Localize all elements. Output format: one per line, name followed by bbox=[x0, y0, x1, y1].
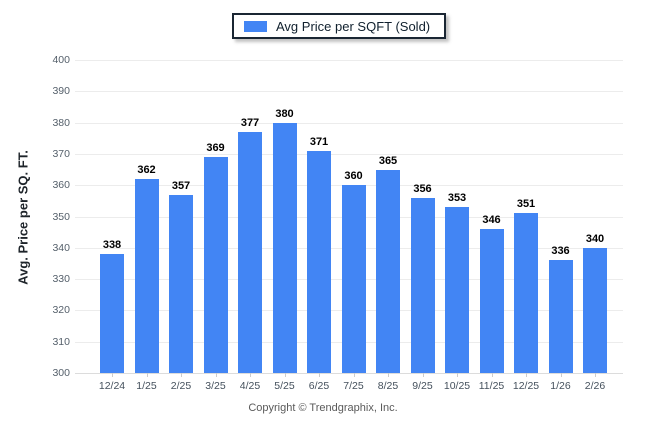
x-tick-label: 11/25 bbox=[478, 380, 505, 392]
x-tick-mark bbox=[560, 373, 562, 377]
legend-label: Avg Price per SQFT (Sold) bbox=[276, 18, 431, 34]
y-axis-title: Avg. Price per SQ. FT. bbox=[15, 150, 31, 285]
bar-9/25 bbox=[410, 197, 435, 373]
x-tick-label: 1/26 bbox=[550, 380, 571, 392]
x-tick-label: 9/25 bbox=[412, 380, 433, 392]
bar-value-label: 353 bbox=[447, 192, 467, 205]
chart-legend: Avg Price per SQFT (Sold) bbox=[232, 13, 447, 39]
bar-11/25 bbox=[479, 229, 504, 373]
bar-10/25 bbox=[445, 207, 469, 373]
bar-value-label: 362 bbox=[137, 163, 156, 176]
x-tick-label: 2/26 bbox=[584, 380, 606, 392]
bar-value-label: 377 bbox=[240, 116, 260, 129]
x-tick-label: 10/25 bbox=[443, 380, 471, 392]
x-tick-mark bbox=[457, 373, 458, 377]
x-tick-mark bbox=[595, 373, 596, 377]
x-tick-label: 1/25 bbox=[136, 380, 157, 392]
x-tick-mark bbox=[146, 373, 148, 377]
y-tick-label: 400 bbox=[52, 54, 70, 66]
gridline-400 bbox=[75, 60, 623, 61]
y-tick-label: 320 bbox=[52, 304, 70, 317]
bar-1/25 bbox=[134, 178, 159, 373]
bar-12/24 bbox=[100, 254, 124, 373]
x-tick-label: 12/24 bbox=[98, 380, 126, 392]
y-tick-label: 350 bbox=[52, 210, 70, 223]
x-tick-mark bbox=[422, 373, 424, 377]
bar-6/25 bbox=[307, 150, 331, 373]
x-tick-mark bbox=[181, 373, 182, 377]
x-tick-mark bbox=[491, 373, 493, 377]
x-tick-label: 2/25 bbox=[170, 380, 192, 392]
legend-color-swatch bbox=[244, 20, 267, 32]
bar-value-label: 380 bbox=[275, 107, 294, 120]
x-tick-mark bbox=[284, 373, 286, 377]
x-tick-label: 3/25 bbox=[205, 380, 226, 392]
bar-1/26 bbox=[548, 260, 573, 373]
y-tick-label: 380 bbox=[52, 116, 70, 129]
x-tick-mark bbox=[250, 373, 251, 377]
bar-value-label: 351 bbox=[516, 198, 536, 211]
bar-2/26 bbox=[583, 247, 607, 373]
gridline-300 bbox=[75, 373, 623, 374]
x-tick-label: 4/25 bbox=[239, 380, 261, 392]
bar-value-label: 369 bbox=[206, 142, 225, 155]
bar-value-label: 357 bbox=[171, 179, 191, 192]
bar-value-label: 356 bbox=[413, 182, 432, 195]
bar-value-label: 371 bbox=[309, 135, 329, 148]
bar-5/25 bbox=[272, 122, 297, 373]
x-tick-mark bbox=[526, 373, 527, 377]
y-tick-label: 310 bbox=[52, 335, 70, 348]
x-tick-label: 6/25 bbox=[308, 380, 330, 392]
bar-value-label: 346 bbox=[482, 214, 501, 227]
gridline-390 bbox=[75, 91, 623, 93]
bar-12/25 bbox=[514, 213, 538, 373]
bar-8/25 bbox=[376, 169, 400, 373]
x-tick-label: 5/25 bbox=[274, 380, 295, 392]
plot-area: 338 362 357 369 377 380 371 360 365 356 353 346 351 3… bbox=[75, 60, 623, 377]
x-tick-mark bbox=[215, 373, 217, 377]
y-tick-label: 390 bbox=[52, 85, 70, 98]
bar-value-label: 365 bbox=[378, 154, 398, 167]
y-tick-label: 330 bbox=[52, 273, 70, 286]
gridline-370 bbox=[75, 153, 623, 155]
x-tick-label: 8/25 bbox=[377, 380, 399, 392]
x-tick-mark bbox=[112, 373, 113, 377]
gridline-380 bbox=[75, 122, 623, 124]
bar-value-label: 340 bbox=[585, 232, 605, 245]
y-tick-label: 340 bbox=[52, 241, 70, 254]
bar-3/25 bbox=[203, 157, 228, 373]
y-tick-label: 370 bbox=[52, 147, 70, 160]
bar-value-label: 336 bbox=[551, 245, 570, 258]
y-tick-label: 360 bbox=[52, 179, 70, 192]
x-tick-mark bbox=[319, 373, 320, 377]
x-tick-label: 12/25 bbox=[512, 380, 540, 392]
bar-4/25 bbox=[238, 132, 262, 373]
copyright-text: Copyright © Trendgraphix, Inc. bbox=[248, 402, 398, 414]
y-tick-label: 300 bbox=[52, 367, 70, 379]
x-tick-mark bbox=[388, 373, 389, 377]
bar-7/25 bbox=[341, 185, 366, 373]
x-tick-mark bbox=[353, 373, 355, 377]
bar-value-label: 338 bbox=[102, 239, 122, 252]
bar-value-label: 360 bbox=[344, 170, 363, 183]
x-tick-label: 7/25 bbox=[343, 380, 364, 392]
bar-2/25 bbox=[169, 194, 193, 373]
